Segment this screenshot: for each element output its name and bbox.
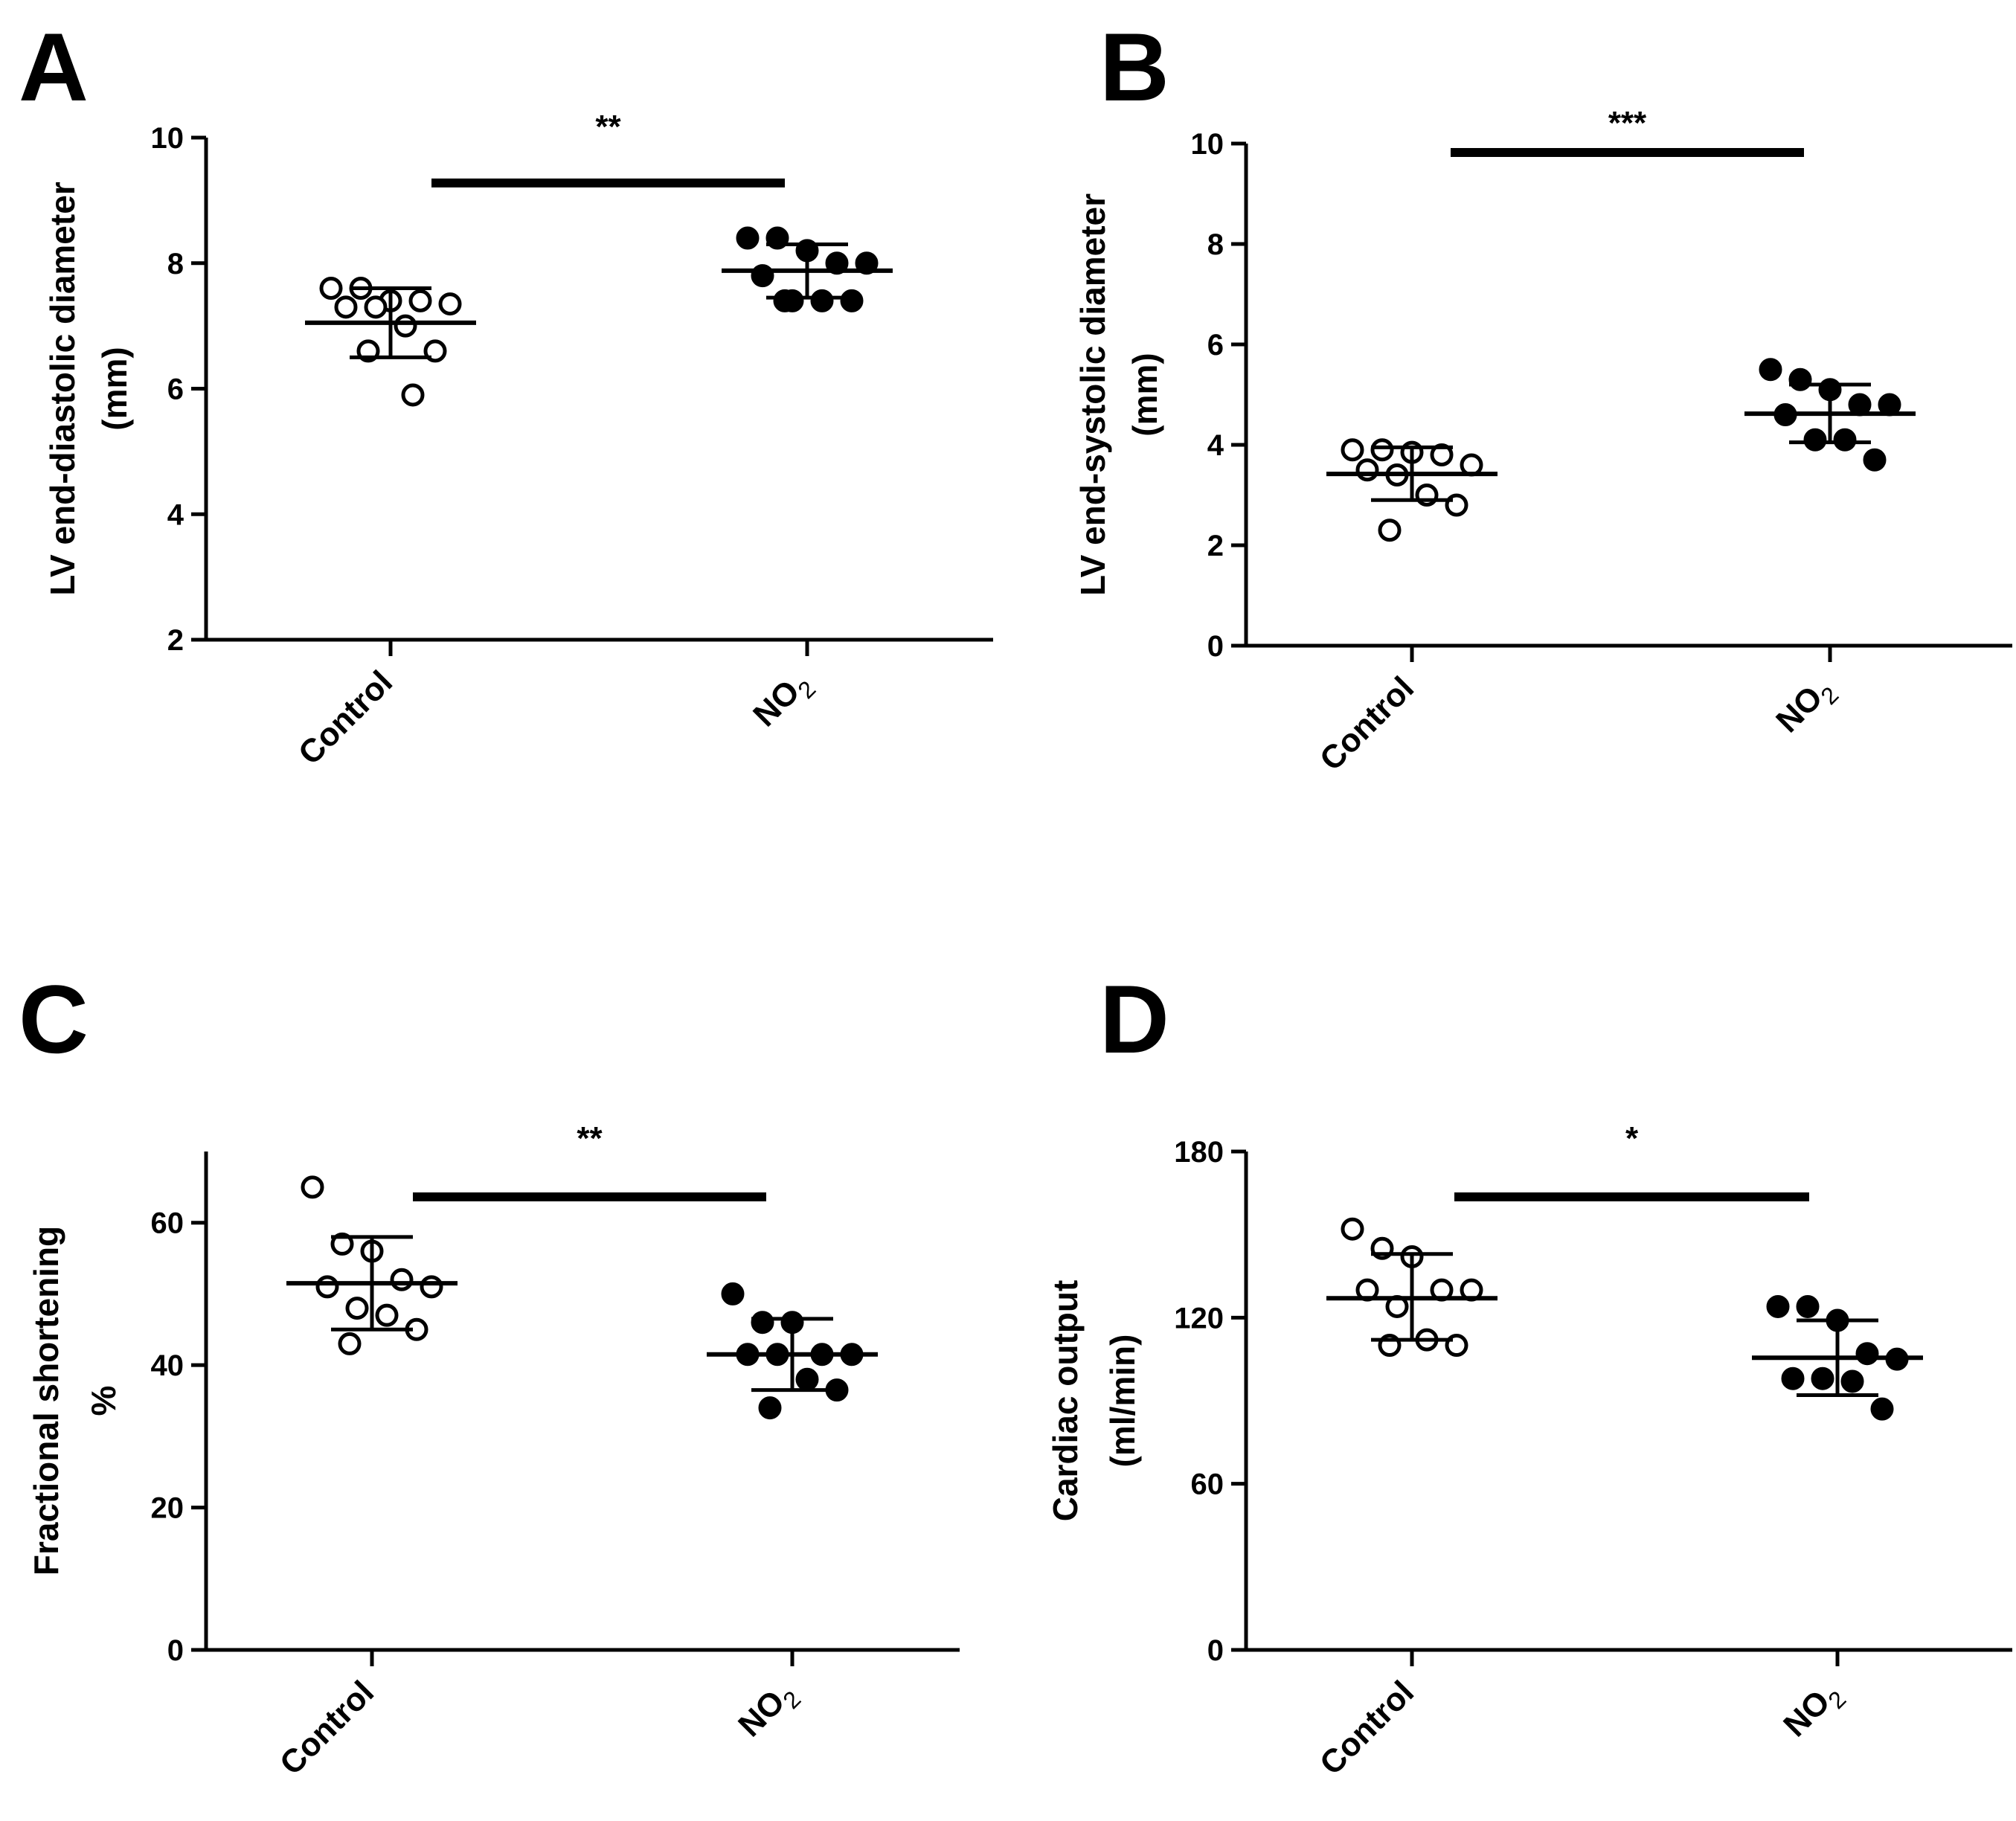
data-point-control <box>301 1175 324 1199</box>
panel-letter: C <box>19 965 89 1073</box>
x-category-label: Control <box>273 1674 381 1782</box>
data-point-control <box>334 295 358 319</box>
y-axis-title: LV end-diastolic diameter <box>43 182 82 595</box>
panel-c: C 0 20 40 60 Fractional shortening % Control NO2… <box>19 965 960 1782</box>
y-tick-label: 180 <box>1174 1136 1224 1169</box>
significance-label: ** <box>595 109 621 145</box>
data-point-no2 <box>810 289 834 312</box>
data-point-no2 <box>1766 1294 1790 1318</box>
data-point-no2 <box>736 226 760 250</box>
significance-label: * <box>1625 1120 1639 1157</box>
data-point-no2 <box>1878 393 1901 417</box>
x-category-label: Control <box>1313 1674 1421 1782</box>
data-point-control <box>319 277 343 300</box>
y-tick-label: 8 <box>167 248 184 280</box>
y-tick-label: 120 <box>1174 1302 1224 1335</box>
y-tick-label: 40 <box>151 1349 184 1382</box>
panel-d: D 0 60 120 180 Cardiac output (ml/min) Control N… <box>1046 965 2012 1782</box>
panel-letter: B <box>1100 13 1169 121</box>
data-point-no2 <box>1833 428 1857 452</box>
data-point-no2 <box>1811 1366 1834 1390</box>
panel-b: B 0 2 4 6 8 10 LV end-systolic diameter (mm) Cont… <box>1073 13 2012 778</box>
data-point-no2 <box>840 289 864 312</box>
data-point-control <box>1370 438 1394 462</box>
y-axis-unit: (mm) <box>1126 353 1164 436</box>
data-point-no2 <box>1781 1366 1805 1390</box>
data-point-control <box>390 1268 414 1291</box>
y-axis-unit: % <box>84 1386 123 1416</box>
y-tick-label: 4 <box>1207 429 1224 462</box>
y-tick-label: 4 <box>167 498 184 531</box>
x-category-label: Control <box>1313 669 1421 777</box>
panel-a: A 2 4 6 8 10 LV end-diastolic diameter (mm) Cont… <box>19 13 993 772</box>
data-point-control <box>330 1232 354 1256</box>
data-point-control <box>1341 1217 1364 1241</box>
y-tick-label: 2 <box>1207 530 1224 562</box>
panel-letter: D <box>1100 965 1169 1073</box>
data-point-control <box>420 1275 443 1299</box>
data-point-no2 <box>1870 1397 1894 1421</box>
data-point-control <box>408 289 432 312</box>
data-point-control <box>1355 458 1379 482</box>
data-point-no2 <box>1855 1342 1879 1366</box>
panel-letter: A <box>19 13 89 121</box>
x-category-label: NO2 <box>1776 1674 1851 1748</box>
data-point-no2 <box>1796 1294 1820 1318</box>
y-tick-label: 10 <box>151 122 184 155</box>
data-point-no2 <box>773 289 797 312</box>
y-axis-unit: (mm) <box>95 347 134 430</box>
data-point-control <box>375 1303 399 1327</box>
y-tick-label: 20 <box>151 1492 184 1525</box>
data-point-no2 <box>1848 393 1872 417</box>
data-point-control <box>1341 438 1364 462</box>
y-axis-title: LV end-systolic diameter <box>1073 193 1112 596</box>
data-point-control <box>401 383 425 407</box>
panels: A 2 4 6 8 10 LV end-diastolic diameter (mm) Cont… <box>19 13 2012 1782</box>
y-tick-label: 2 <box>167 624 184 657</box>
y-tick-label: 8 <box>1207 228 1224 261</box>
y-axis-unit: (ml/min) <box>1103 1335 1142 1468</box>
data-point-no2 <box>795 1367 819 1391</box>
data-point-no2 <box>1803 428 1827 452</box>
y-tick-label: 6 <box>1207 329 1224 362</box>
y-tick-label: 60 <box>1191 1468 1224 1501</box>
x-category-label: NO2 <box>731 1674 806 1748</box>
y-tick-label: 0 <box>167 1634 184 1667</box>
x-category-label: NO2 <box>1769 669 1843 744</box>
data-point-no2 <box>1840 1369 1864 1393</box>
y-axis-title: Cardiac output <box>1046 1280 1085 1522</box>
data-point-no2 <box>1863 448 1887 472</box>
y-tick-label: 0 <box>1207 630 1224 663</box>
significance-label: ** <box>577 1120 603 1157</box>
data-point-no2 <box>721 1282 745 1305</box>
x-category-label: Control <box>292 664 399 771</box>
data-point-no2 <box>758 1396 782 1420</box>
y-tick-label: 10 <box>1191 128 1224 161</box>
x-category-label: NO2 <box>746 664 821 738</box>
y-tick-label: 0 <box>1207 1634 1224 1667</box>
data-point-control <box>364 295 388 319</box>
data-point-control <box>1378 518 1402 542</box>
data-point-control <box>338 1332 362 1355</box>
y-axis-title: Fractional shortening <box>27 1226 65 1576</box>
data-point-control <box>1430 443 1454 466</box>
data-point-control <box>394 314 417 338</box>
data-point-control <box>1460 453 1483 477</box>
data-point-control <box>315 1275 339 1299</box>
y-tick-label: 6 <box>167 373 184 406</box>
data-point-control <box>345 1297 369 1320</box>
y-tick-label: 60 <box>151 1207 184 1240</box>
significance-label: *** <box>1608 105 1647 141</box>
data-point-no2 <box>751 1311 774 1335</box>
data-point-control <box>438 292 462 316</box>
data-point-no2 <box>1759 358 1782 382</box>
